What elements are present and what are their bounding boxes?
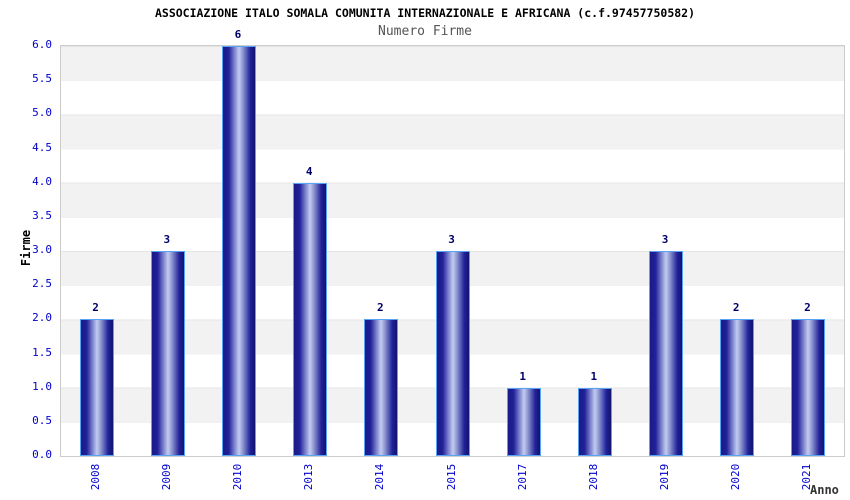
y-tick-label: 1.0 [32, 379, 52, 393]
y-tick-label: 2.0 [32, 311, 52, 325]
x-tick-label: 2014 [373, 463, 387, 491]
y-tick-label: 4.0 [32, 174, 52, 188]
y-tick-label: 5.0 [32, 106, 52, 120]
y-tick-label: 3.5 [32, 208, 52, 222]
bar [79, 319, 114, 456]
x-tick-label: 2020 [729, 463, 743, 491]
x-tick-label: 2010 [230, 463, 244, 491]
x-axis-label: Anno [810, 483, 839, 497]
bar [150, 251, 185, 456]
chart-title: ASSOCIAZIONE ITALO SOMALA COMUNITA INTER… [154, 6, 696, 20]
x-tick-label: 2018 [586, 463, 600, 491]
x-tick-label: 2009 [159, 463, 173, 491]
bar [435, 251, 470, 456]
bar-value-label: 1 [519, 369, 526, 383]
bar [364, 319, 399, 456]
bar-value-label: 3 [163, 233, 171, 246]
bar-value-label: 2 [377, 301, 384, 315]
y-tick-label: 3.0 [32, 243, 52, 256]
bar-value-label: 2 [732, 301, 740, 315]
bar-value-label: 3 [661, 233, 669, 246]
y-tick-label: 2.5 [32, 277, 52, 291]
bar [791, 319, 826, 456]
x-tick-label: 2013 [302, 463, 316, 491]
y-tick-label: 0.0 [32, 448, 52, 461]
bar [221, 46, 256, 456]
x-tick-label: 2015 [444, 463, 458, 491]
x-tick-label: 2019 [658, 463, 672, 491]
x-tick-label: 2008 [88, 463, 102, 491]
x-tick-label: 2017 [515, 463, 529, 491]
bar-value-label: 6 [234, 28, 242, 41]
y-tick-label: 0.5 [32, 413, 52, 427]
bar-value-label: 3 [448, 233, 455, 246]
bar-value-label: 2 [92, 301, 99, 315]
y-tick-label: 6.0 [32, 38, 52, 51]
plot-area [60, 45, 845, 457]
bar-value-label: 2 [804, 301, 811, 315]
bar [577, 387, 612, 456]
bar [506, 387, 541, 456]
bar-value-label: 4 [305, 164, 313, 178]
bar [293, 182, 328, 456]
y-tick-label: 1.5 [32, 345, 52, 359]
y-tick-label: 5.5 [32, 72, 52, 86]
bar-value-label: 1 [590, 369, 598, 383]
chart-subtitle: Numero Firme [378, 24, 472, 39]
y-tick-label: 4.5 [32, 140, 52, 154]
bar [649, 251, 684, 456]
bar [720, 319, 755, 456]
